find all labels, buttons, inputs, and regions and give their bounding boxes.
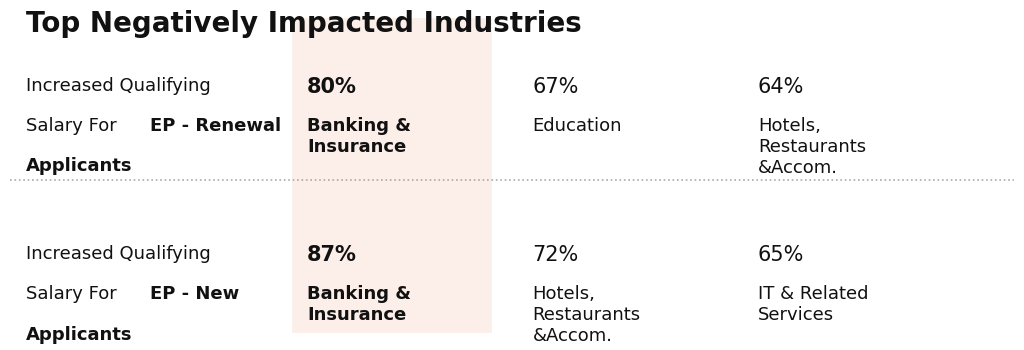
Text: Salary For: Salary For [26,285,122,303]
Text: EP - Renewal: EP - Renewal [151,117,282,135]
Text: 87%: 87% [307,245,357,265]
Text: IT & Related
Services: IT & Related Services [758,285,868,324]
Text: Salary For: Salary For [26,117,122,135]
Text: Banking &
Insurance: Banking & Insurance [307,285,412,324]
Text: Increased Qualifying: Increased Qualifying [26,245,210,263]
Text: Banking &
Insurance: Banking & Insurance [307,117,412,156]
Text: 80%: 80% [307,77,357,97]
FancyBboxPatch shape [292,18,492,332]
Text: Top Negatively Impacted Industries: Top Negatively Impacted Industries [26,10,582,38]
Text: Applicants: Applicants [26,326,132,343]
Text: Hotels,
Restaurants
&Accom.: Hotels, Restaurants &Accom. [532,285,641,345]
Text: EP - New: EP - New [151,285,240,303]
Text: 72%: 72% [532,245,579,265]
Text: 64%: 64% [758,77,804,97]
Text: 65%: 65% [758,245,804,265]
Text: Hotels,
Restaurants
&Accom.: Hotels, Restaurants &Accom. [758,117,866,177]
Text: Applicants: Applicants [26,158,132,175]
Text: Increased Qualifying: Increased Qualifying [26,77,210,95]
Text: 67%: 67% [532,77,579,97]
Text: Education: Education [532,117,622,135]
